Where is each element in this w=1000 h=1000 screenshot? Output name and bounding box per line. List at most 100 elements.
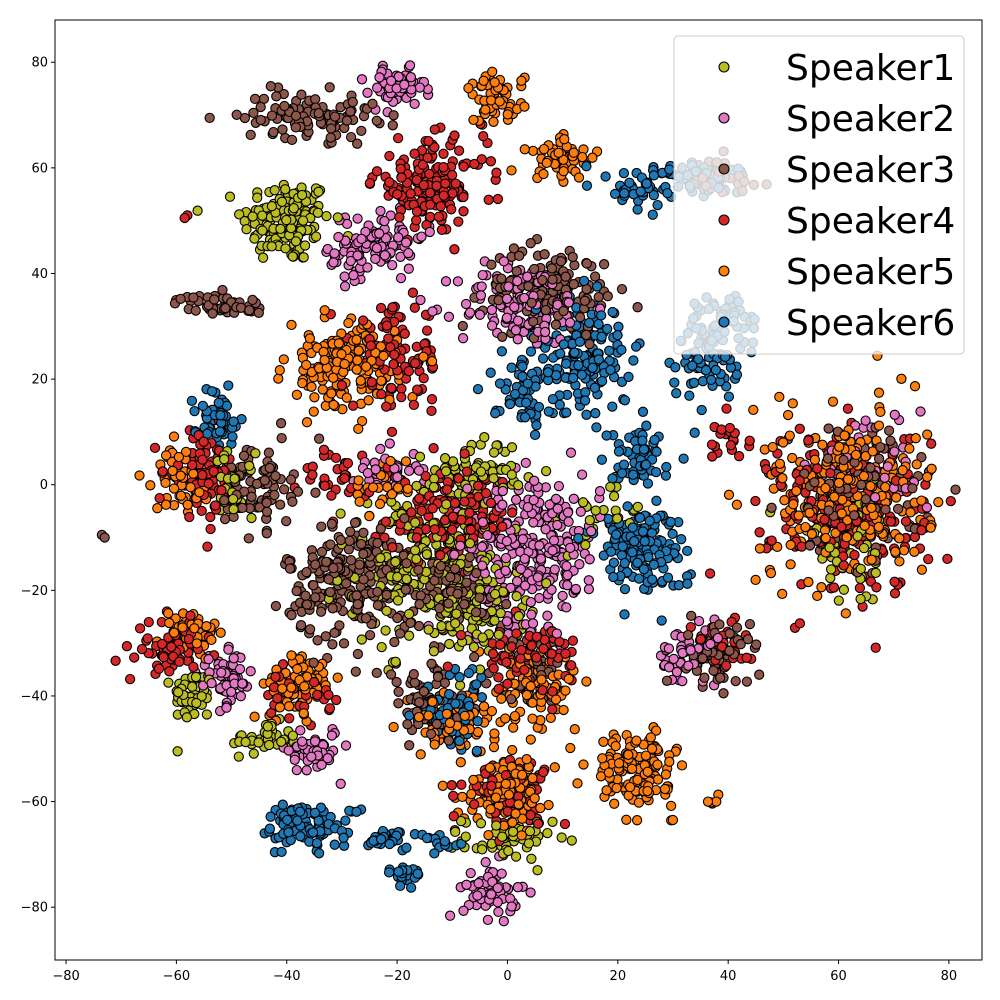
- data-point: [407, 287, 419, 298]
- data-point: [345, 255, 356, 267]
- data-point: [99, 532, 110, 543]
- data-point: [319, 480, 330, 491]
- data-point: [254, 502, 265, 513]
- data-point: [922, 471, 933, 483]
- data-point: [825, 572, 836, 584]
- data-point: [637, 406, 649, 417]
- data-point: [676, 760, 688, 771]
- data-point: [205, 523, 216, 535]
- data-point: [129, 652, 140, 663]
- data-point: [389, 636, 400, 648]
- data-point: [286, 134, 298, 146]
- data-point: [298, 252, 309, 263]
- data-point: [384, 438, 395, 449]
- data-point: [765, 567, 777, 579]
- data-point: [312, 207, 324, 218]
- data-point: [623, 371, 634, 383]
- data-point: [537, 353, 549, 364]
- data-point: [459, 496, 470, 507]
- data-point: [345, 555, 357, 566]
- data-point: [403, 263, 414, 274]
- data-point: [552, 519, 563, 531]
- data-point: [214, 426, 226, 437]
- data-point: [605, 364, 616, 376]
- data-point: [488, 741, 500, 753]
- data-point: [220, 303, 231, 314]
- data-point: [642, 785, 653, 797]
- data-point: [651, 446, 662, 457]
- data-point: [774, 458, 786, 469]
- data-point: [631, 735, 642, 746]
- data-point: [471, 745, 483, 757]
- data-point: [216, 485, 227, 496]
- data-point: [364, 510, 375, 522]
- data-point: [794, 618, 806, 629]
- data-point: [413, 465, 425, 476]
- data-point: [608, 571, 619, 583]
- data-point: [507, 744, 518, 756]
- data-point: [345, 526, 356, 537]
- data-point: [503, 845, 514, 857]
- data-point: [278, 354, 289, 365]
- data-point: [263, 447, 275, 458]
- data-point: [315, 606, 327, 617]
- data-point: [619, 609, 630, 620]
- data-point: [338, 638, 350, 649]
- data-point: [427, 306, 438, 317]
- data-point: [598, 736, 609, 747]
- data-point: [244, 305, 255, 316]
- data-point: [476, 281, 487, 292]
- data-point: [706, 439, 718, 450]
- data-point: [301, 417, 313, 428]
- data-point: [160, 477, 171, 489]
- data-point: [510, 808, 521, 819]
- data-point: [160, 499, 172, 510]
- data-point: [351, 806, 362, 817]
- data-point: [562, 569, 573, 581]
- data-point: [532, 865, 543, 876]
- data-point: [591, 281, 603, 292]
- data-point: [665, 800, 677, 812]
- data-point: [452, 276, 464, 287]
- data-point: [889, 588, 901, 599]
- data-point: [498, 256, 510, 267]
- data-point: [601, 785, 612, 796]
- data-point: [568, 279, 579, 290]
- data-point: [724, 422, 736, 434]
- data-point: [277, 799, 288, 810]
- data-point: [819, 514, 830, 525]
- data-point: [326, 490, 337, 501]
- data-point: [879, 472, 890, 483]
- data-point: [560, 271, 571, 282]
- data-point: [257, 252, 269, 263]
- data-point: [261, 497, 272, 508]
- data-point: [215, 410, 226, 421]
- data-point: [860, 415, 871, 426]
- data-point: [613, 321, 624, 332]
- data-point: [350, 666, 361, 677]
- data-point: [276, 432, 287, 444]
- data-point: [469, 158, 480, 170]
- data-point: [352, 138, 363, 149]
- data-point: [601, 430, 612, 441]
- data-point: [383, 867, 395, 878]
- data-point: [624, 781, 636, 793]
- data-point: [784, 430, 795, 441]
- data-point: [744, 435, 755, 446]
- data-point: [329, 248, 340, 259]
- data-point: [247, 294, 258, 306]
- data-point: [563, 516, 574, 527]
- data-point: [145, 480, 156, 491]
- data-point: [766, 535, 777, 546]
- data-point: [426, 394, 438, 405]
- data-point: [287, 730, 299, 741]
- data-point: [484, 762, 496, 773]
- data-point: [237, 502, 248, 514]
- data-point: [362, 87, 373, 98]
- data-point: [356, 233, 367, 245]
- data-point: [716, 424, 727, 435]
- data-point: [278, 484, 290, 495]
- data-point: [555, 256, 567, 267]
- data-point: [474, 309, 486, 320]
- data-point: [248, 748, 259, 759]
